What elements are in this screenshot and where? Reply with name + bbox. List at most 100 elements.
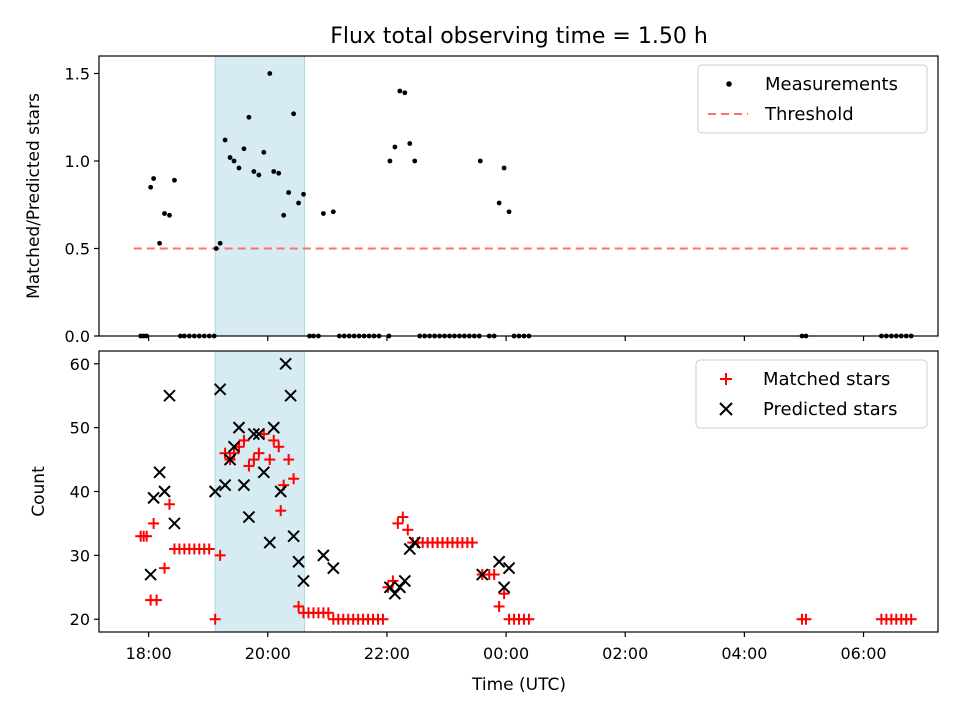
ratio-panel: 0.0 0.5 1.0 1.5 Matched/Predicted stars Mea… <box>24 55 939 346</box>
predicted-star-point <box>144 568 157 581</box>
measurement-point <box>407 141 413 146</box>
matched-star-point <box>288 473 300 485</box>
matched-star-point <box>283 454 295 466</box>
matched-star-point <box>148 517 160 529</box>
measurement-point <box>477 158 483 164</box>
x-tick-label: 00:00 <box>483 644 529 663</box>
predicted-star-point <box>247 427 261 441</box>
matched-star-point <box>293 600 305 612</box>
measurements-legend-marker <box>726 81 732 87</box>
predicted-star-point <box>147 491 160 505</box>
matched-star-point <box>523 613 535 625</box>
predicted-star-point <box>218 478 232 492</box>
predicted-star-point <box>223 453 237 466</box>
measurement-point <box>236 165 242 171</box>
predicted-star-point <box>208 485 222 498</box>
x-tick-label: 18:00 <box>126 644 172 663</box>
matched-star-point <box>163 498 175 510</box>
x-tick-label: 02:00 <box>602 644 648 663</box>
observing-window-highlight-count <box>214 350 306 633</box>
predicted-star-point <box>168 517 181 530</box>
measurement-point <box>241 146 247 152</box>
matched-star-point <box>214 549 226 561</box>
predicted-star-point <box>263 536 276 549</box>
measurement-point <box>217 240 223 246</box>
matched-star-point <box>322 607 334 619</box>
count-y-tick-label: 40 <box>70 483 90 502</box>
measurements-legend-label: Measurements <box>765 74 898 95</box>
matched-star-point <box>151 594 163 606</box>
measurement-point <box>412 158 418 164</box>
predicted-legend-marker <box>719 402 733 416</box>
predicted-star-point <box>267 421 280 434</box>
measurement-point <box>276 170 282 176</box>
predicted-star-point <box>163 389 176 402</box>
matched-star-point <box>397 511 409 523</box>
measurement-point <box>397 88 403 94</box>
predicted-star-point <box>252 427 266 441</box>
measurement-point <box>281 212 287 218</box>
count-y-tick-label: 30 <box>70 546 90 565</box>
measurement-point <box>246 114 252 120</box>
measurement-point <box>167 212 172 218</box>
ratio-y-tick-label: 1.5 <box>65 65 90 84</box>
predicted-star-point <box>274 485 287 498</box>
x-axis-label: Time (UTC) <box>471 675 566 695</box>
measurement-point <box>261 149 267 155</box>
measurement-point <box>151 176 157 181</box>
predicted-star-point <box>213 383 227 396</box>
predicted-star-point <box>153 466 166 479</box>
predicted-star-point <box>327 561 340 575</box>
measurement-point <box>506 209 512 215</box>
x-tick-label: 20:00 <box>245 644 291 663</box>
ratio-legend: Measurements Threshold <box>697 64 928 134</box>
count-panel: 20 30 40 50 60 18:00 20:00 22:00 00:00 02:00 04:0… <box>29 350 939 695</box>
predicted-star-point <box>292 555 305 568</box>
threshold-legend-label: Threshold <box>764 104 854 125</box>
measurement-point <box>291 111 297 117</box>
predicted-star-point <box>492 555 506 568</box>
matched-star-point <box>141 530 153 542</box>
predicted-star-point <box>237 478 251 492</box>
x-tick-label: 04:00 <box>721 644 767 663</box>
predicted-star-point <box>476 568 489 581</box>
matched-star-point <box>382 581 394 593</box>
matched-star-point <box>253 447 265 459</box>
predicted-star-point <box>232 421 246 434</box>
matched-star-point <box>498 588 510 600</box>
matched-star-point <box>402 524 414 536</box>
ratio-y-tick-label: 0.5 <box>65 240 90 259</box>
measurement-point <box>267 71 273 76</box>
ratio-y-axis-label: Matched/Predicted stars <box>24 93 44 299</box>
measurement-point <box>222 137 228 143</box>
predicted-star-point <box>408 536 421 549</box>
predicted-star-point <box>398 574 412 588</box>
predicted-star-point <box>279 357 292 370</box>
predicted-star-point <box>227 440 241 454</box>
count-y-tick-label: 20 <box>70 610 90 629</box>
predicted-star-point <box>317 549 330 562</box>
predicted-star-point <box>383 581 397 594</box>
predicted-star-point <box>403 542 416 556</box>
matched-star-point <box>275 505 287 517</box>
ratio-y-tick-label: 1.0 <box>65 152 90 171</box>
predicted-star-point <box>393 581 407 594</box>
measurement-point <box>227 155 233 160</box>
count-y-tick-label: 60 <box>70 355 90 374</box>
count-y-tick-label: 50 <box>70 419 90 438</box>
measurement-point <box>496 200 502 206</box>
measurement-point <box>157 240 162 246</box>
predicted-legend-label: Predicted stars <box>763 399 897 420</box>
measurement-point <box>286 190 292 195</box>
matched-star-point <box>800 613 812 625</box>
measurement-point <box>402 90 408 96</box>
matched-star-point <box>392 517 404 529</box>
chart-title: Flux total observing time = 1.50 h <box>330 24 708 49</box>
measurement-point <box>387 158 393 164</box>
measurement-point <box>231 158 237 164</box>
measurement-point <box>330 209 336 215</box>
matched-star-point <box>905 613 917 625</box>
predicted-star-point <box>284 389 297 402</box>
matched-star-point <box>238 434 250 446</box>
